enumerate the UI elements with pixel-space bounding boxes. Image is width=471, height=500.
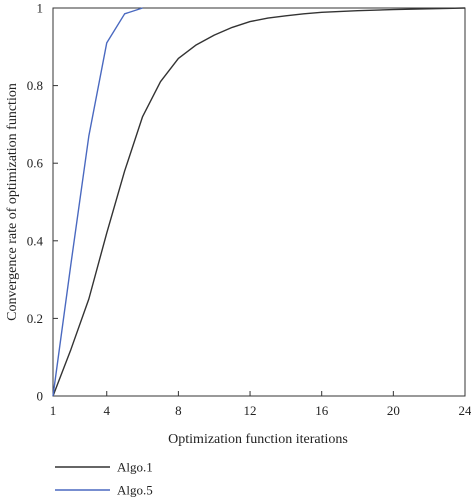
plot-frame: [52, 7, 466, 397]
x-tick-label: 4: [103, 403, 110, 418]
y-tick-label: 1: [37, 1, 44, 16]
y-tick-label: 0: [37, 389, 44, 404]
y-axis-ticks: 0 0.2 0.4 0.6 0.8 1: [27, 1, 58, 404]
series-line-algo-5: [52, 7, 143, 397]
legend: Algo.1 Algo.5: [55, 460, 153, 498]
y-tick-label: 0.6: [27, 156, 44, 171]
x-axis-ticks: 1 4 8 12 16 20 24: [50, 391, 471, 418]
legend-label: Algo.5: [117, 483, 153, 498]
y-axis-label: Convergence rate of optimization functio…: [5, 83, 20, 321]
x-tick-label: 20: [387, 403, 400, 418]
x-axis-label: Optimization function iterations: [168, 432, 348, 447]
y-tick-label: 0.4: [27, 233, 44, 248]
legend-label: Algo.1: [117, 460, 153, 475]
x-tick-label: 12: [244, 403, 257, 418]
x-tick-label: 8: [175, 403, 182, 418]
y-tick-label: 0.8: [27, 78, 43, 93]
plot-border: [52, 7, 466, 397]
series-layer: [52, 7, 466, 397]
x-tick-label: 24: [459, 403, 471, 418]
x-tick-label: 16: [315, 403, 329, 418]
x-tick-label: 1: [50, 403, 57, 418]
y-tick-label: 0.2: [27, 311, 43, 326]
series-line-algo-1: [52, 7, 466, 397]
